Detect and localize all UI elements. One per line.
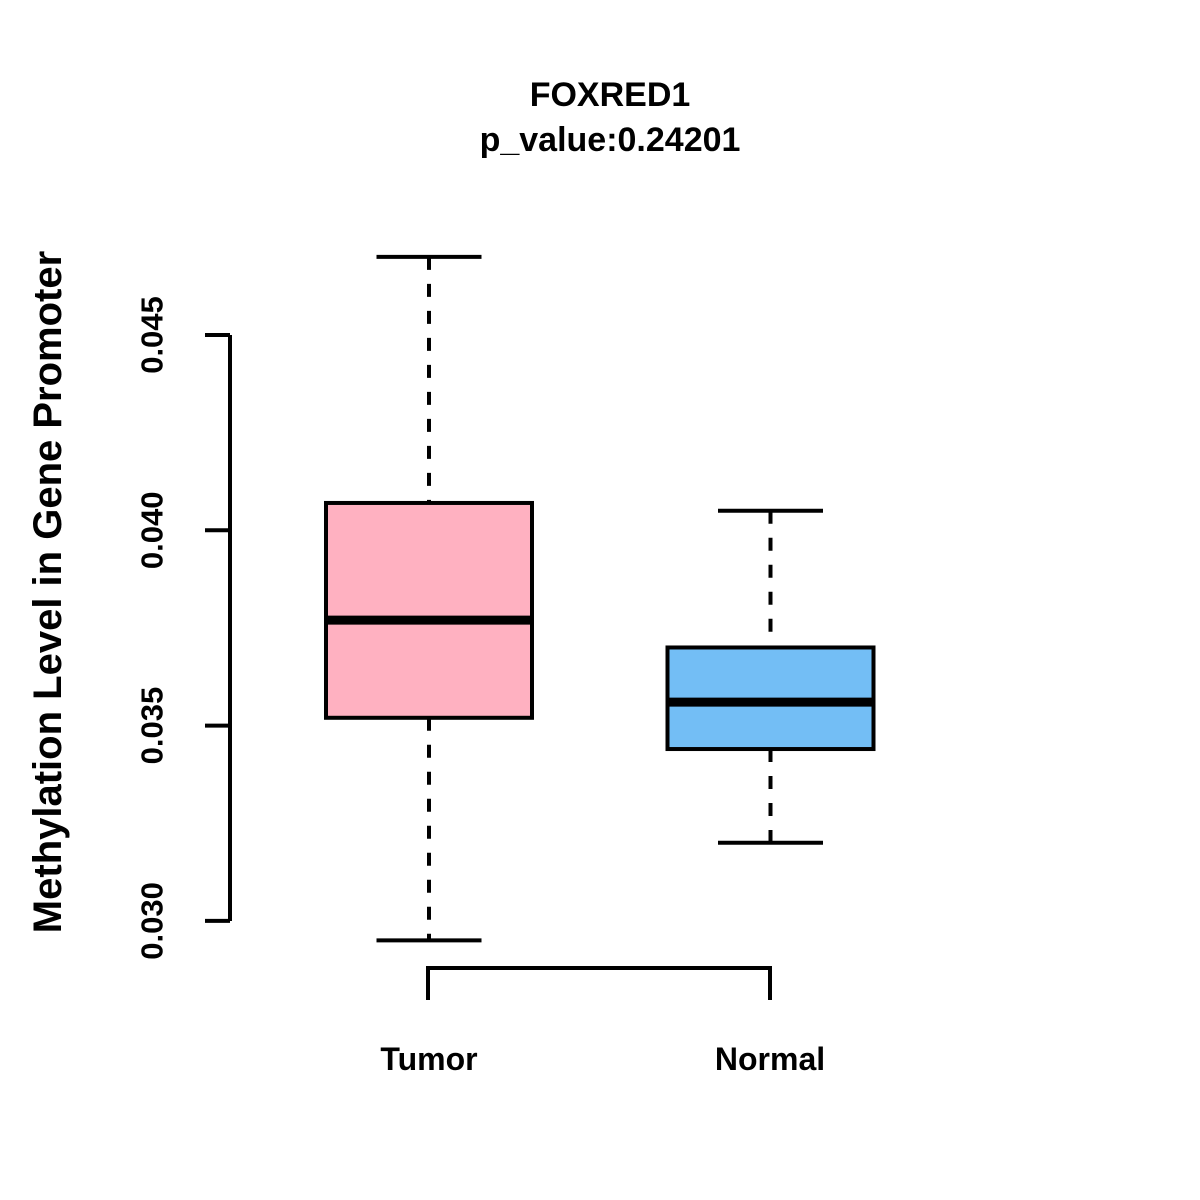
- y-tick-label: 0.045: [135, 296, 170, 374]
- chart-title: FOXRED1: [530, 76, 691, 114]
- y-tick-label: 0.040: [135, 492, 170, 570]
- tumor-iqr-box: [324, 500, 534, 720]
- y-tick-label: 0.030: [135, 882, 170, 960]
- y-tick-label: 0.035: [135, 687, 170, 765]
- x-category-label-normal: Normal: [715, 1041, 825, 1077]
- x-axis-bracket: [426, 966, 772, 1000]
- y-axis-label: Methylation Level in Gene Promoter: [26, 251, 70, 933]
- x-category-label-tumor: Tumor: [380, 1041, 477, 1077]
- chart-subtitle-pvalue: p_value:0.24201: [480, 121, 741, 159]
- plot-marks: 0.030 0.035 0.040 0.045: [135, 254, 876, 960]
